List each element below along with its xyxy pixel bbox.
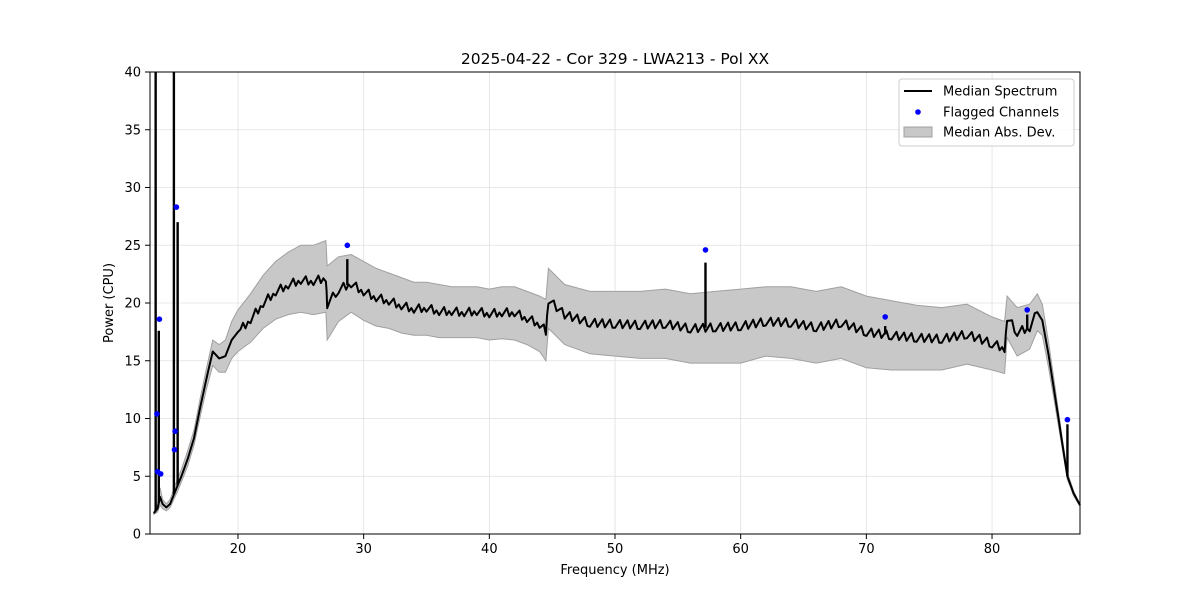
y-tick-label: 30 — [124, 181, 141, 196]
legend: Median Spectrum Flagged Channels Median … — [898, 78, 1075, 147]
legend-flagged-label: Flagged Channels — [943, 106, 1059, 121]
x-tick-label: 20 — [230, 542, 247, 557]
flagged-channel-point — [172, 428, 178, 435]
y-axis-ticks: 0 5 10 15 20 25 30 35 40 — [124, 66, 150, 543]
flagged-channel-point — [154, 411, 160, 417]
y-tick-label: 40 — [124, 66, 141, 81]
x-axis-ticks: 20 30 40 50 60 70 80 — [230, 534, 1001, 557]
legend-mad-label: Median Abs. Dev. — [943, 126, 1055, 141]
legend-flagged-swatch — [915, 109, 921, 115]
flagged-channel-point — [344, 242, 351, 249]
y-tick-label: 35 — [124, 123, 141, 138]
flagged-channel-point — [702, 247, 709, 253]
y-tick-label: 0 — [133, 528, 141, 543]
flagged-channel-point — [882, 314, 888, 320]
flagged-channel-point — [171, 446, 178, 453]
x-axis-label: Frequency (MHz) — [560, 563, 669, 578]
x-tick-label: 50 — [607, 542, 624, 557]
flagged-channel-point — [156, 316, 163, 323]
x-tick-label: 40 — [481, 542, 498, 557]
y-tick-label: 20 — [124, 297, 141, 312]
x-tick-label: 80 — [984, 542, 1001, 557]
x-tick-label: 70 — [858, 542, 875, 557]
x-tick-label: 60 — [732, 542, 749, 557]
flagged-channel-point — [173, 204, 180, 210]
median-spectrum-series — [153, 72, 1081, 514]
y-tick-label: 10 — [124, 412, 141, 427]
legend-frame — [898, 78, 1075, 147]
flagged-channel-point — [1024, 307, 1030, 313]
flagged-channels-series — [154, 204, 1071, 477]
median-spectrum-line — [153, 274, 1081, 514]
x-tick-label: 30 — [355, 542, 372, 557]
y-axis-label: Power (CPU) — [102, 263, 117, 343]
y-tick-label: 5 — [133, 470, 141, 485]
y-tick-label: 25 — [124, 239, 141, 254]
legend-median-label: Median Spectrum — [943, 85, 1057, 100]
flagged-channel-point — [157, 471, 164, 477]
legend-mad-swatch — [903, 126, 933, 138]
y-tick-label: 15 — [124, 354, 141, 369]
chart-title: 2025-04-22 - Cor 329 - LWA213 - Pol XX — [461, 50, 770, 68]
flagged-channel-point — [1064, 416, 1071, 423]
